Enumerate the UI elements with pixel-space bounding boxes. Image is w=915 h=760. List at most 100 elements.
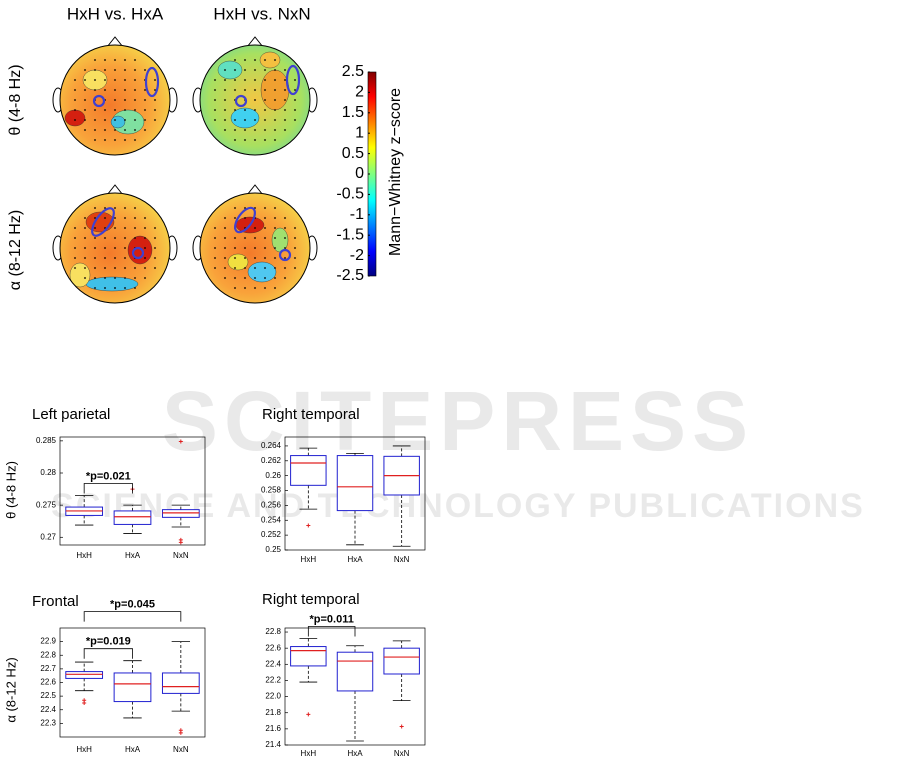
y-tick-label: 0.254 [261, 515, 282, 524]
y-tick-label: 0.28 [40, 468, 56, 477]
electrode [144, 227, 146, 229]
colorbar-tick-label: -1 [350, 206, 364, 223]
electrode [214, 119, 216, 121]
electrode [124, 247, 126, 249]
electrode [144, 257, 146, 259]
electrode [244, 69, 246, 71]
electrode [264, 119, 266, 121]
colorbar-tick-label: 0 [355, 165, 364, 182]
electrode [94, 79, 96, 81]
electrode [254, 237, 256, 239]
electrode [244, 247, 246, 249]
colorbar-tick-label: 2 [355, 84, 364, 101]
electrode [254, 129, 256, 131]
colorbar-tick-label: -0.5 [336, 186, 364, 203]
electrode [94, 139, 96, 141]
electrode [244, 207, 246, 209]
electrode [124, 89, 126, 91]
roi-marker [234, 94, 248, 108]
electrode [74, 109, 76, 111]
electrode [74, 247, 76, 249]
electrode [154, 247, 156, 249]
electrode [264, 69, 266, 71]
scalp-outline [199, 44, 311, 156]
electrode [234, 119, 236, 121]
column-title: HxH vs. NxN [213, 4, 310, 23]
colorbar-tick-label: -2.5 [336, 267, 364, 284]
electrode [234, 207, 236, 209]
electrode [284, 247, 286, 249]
electrode [84, 277, 86, 279]
y-tick-label: 22.2 [265, 676, 281, 685]
x-tick-label: HxH [301, 555, 317, 564]
electrode [284, 129, 286, 131]
electrode [254, 227, 256, 229]
roi-marker [278, 248, 292, 262]
electrode [294, 237, 296, 239]
row-title: α (8-12 Hz) [7, 210, 24, 290]
y-tick-label: 22.7 [40, 664, 56, 673]
electrode [254, 277, 256, 279]
field-blob [85, 276, 139, 292]
electrode [244, 287, 246, 289]
electrode [234, 69, 236, 71]
electrode [114, 237, 116, 239]
y-tick-label: 0.264 [261, 441, 282, 450]
electrode [84, 267, 86, 269]
electrode [294, 109, 296, 111]
electrode [274, 217, 276, 219]
electrode [134, 109, 136, 111]
electrode [234, 247, 236, 249]
electrode [224, 267, 226, 269]
box [336, 455, 374, 512]
electrode [274, 69, 276, 71]
electrode [284, 79, 286, 81]
x-tick-label: HxA [125, 745, 141, 754]
topomap [52, 36, 178, 156]
electrode [244, 89, 246, 91]
y-tick-label: 22.9 [40, 637, 56, 646]
electrode [224, 119, 226, 121]
electrode [284, 99, 286, 101]
electrode [124, 237, 126, 239]
electrode [114, 247, 116, 249]
electrode [224, 129, 226, 131]
electrode [224, 247, 226, 249]
electrode [294, 99, 296, 101]
electrode [234, 277, 236, 279]
electrode [94, 207, 96, 209]
scalp-field [214, 51, 296, 141]
electrode [284, 227, 286, 229]
electrode [114, 227, 116, 229]
y-tick-label: 0.25 [265, 545, 281, 554]
significance-label: *p=0.011 [309, 613, 353, 625]
x-tick-label: HxA [125, 551, 141, 560]
field-blob [230, 107, 260, 129]
electrode [274, 129, 276, 131]
electrode [154, 99, 156, 101]
electrode [254, 267, 256, 269]
electrode [94, 227, 96, 229]
chart-title: Left parietal [32, 406, 110, 423]
electrode [274, 99, 276, 101]
watermark-subtitle: SCIENCE AND TECHNOLOGY PUBLICATIONS [51, 487, 865, 525]
roi-marker [144, 66, 160, 98]
roi-marker [92, 94, 106, 108]
outlier [82, 700, 87, 705]
electrode [264, 217, 266, 219]
electrode [104, 69, 106, 71]
y-tick-label: 0.27 [40, 532, 56, 541]
y-tick-label: 22.8 [265, 627, 281, 636]
electrode [104, 119, 106, 121]
outlier [306, 712, 311, 717]
box [290, 646, 327, 667]
electrode [154, 89, 156, 91]
electrode [134, 59, 136, 61]
electrode [214, 257, 216, 259]
outlier [178, 730, 183, 735]
electrode [114, 207, 116, 209]
electrode [94, 277, 96, 279]
box [290, 455, 327, 486]
electrode [134, 129, 136, 131]
electrode [74, 119, 76, 121]
